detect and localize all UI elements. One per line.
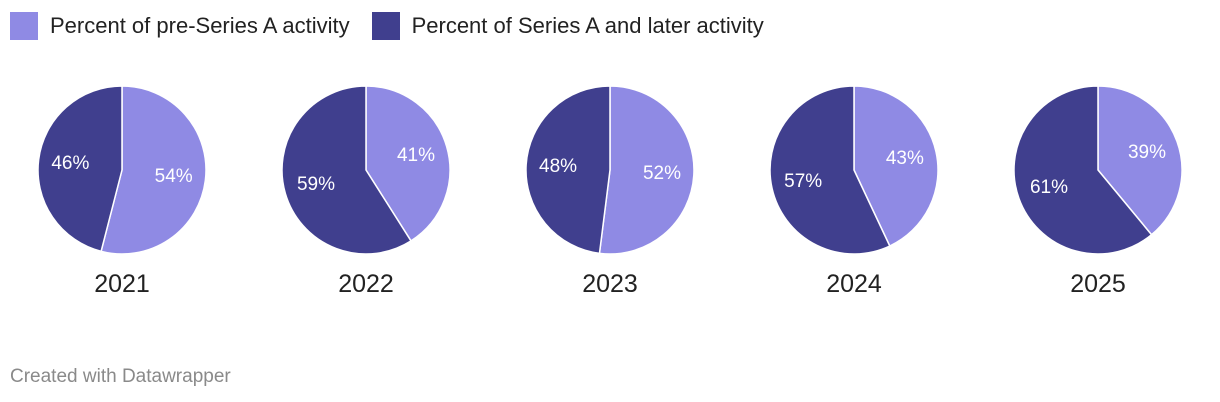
- slice-label-2024-pre-series-a: 43%: [886, 148, 924, 169]
- slice-label-2023-pre-series-a: 52%: [643, 163, 681, 184]
- legend-item-series-a-later[interactable]: Percent of Series A and later activity: [371, 12, 764, 40]
- pie-slice-2025-series-a-later[interactable]: [1013, 85, 1153, 255]
- legend-label-pre-series-a: Percent of pre-Series A activity: [50, 13, 350, 38]
- pie-2022: 41% 59% 2022: [281, 85, 451, 298]
- legend-label-series-a-later: Percent of Series A and later activity: [411, 13, 764, 38]
- slice-label-2025-series-a-later: 61%: [1030, 177, 1068, 198]
- pie-slice-2023-series-a-later[interactable]: [525, 85, 611, 255]
- pie-slice-2021-pre-series-a[interactable]: [100, 85, 207, 255]
- legend-item-pre-series-a[interactable]: Percent of pre-Series A activity: [10, 12, 350, 40]
- slice-label-2023-series-a-later: 48%: [539, 156, 577, 177]
- year-label-2022: 2022: [338, 270, 394, 298]
- datawrapper-credit: Created with Datawrapper: [10, 366, 231, 387]
- pie-charts: 54% 46% 2021 41% 59% 2022 52% 48% 2023 43% 57% 2024…: [37, 85, 1183, 298]
- year-label-2023: 2023: [582, 270, 638, 298]
- pie-slice-2022-series-a-later[interactable]: [281, 85, 412, 255]
- legend-swatch-series-a-later: [371, 12, 400, 40]
- slice-label-2024-series-a-later: 57%: [784, 171, 822, 192]
- year-label-2021: 2021: [94, 270, 150, 298]
- legend: Percent of pre-Series A activity Percent…: [10, 12, 764, 40]
- pie-2024: 43% 57% 2024: [769, 85, 939, 298]
- slice-label-2022-pre-series-a: 41%: [397, 145, 435, 166]
- slice-label-2022-series-a-later: 59%: [297, 174, 335, 195]
- legend-swatch-pre-series-a: [10, 12, 38, 40]
- pie-2025: 39% 61% 2025: [1013, 85, 1183, 298]
- year-label-2024: 2024: [826, 270, 882, 298]
- pie-slice-2024-series-a-later[interactable]: [769, 85, 891, 255]
- pie-2023: 52% 48% 2023: [525, 85, 695, 298]
- slice-label-2025-pre-series-a: 39%: [1128, 142, 1166, 163]
- slice-label-2021-series-a-later: 46%: [51, 153, 89, 174]
- pie-slice-2021-series-a-later[interactable]: [37, 85, 123, 253]
- pie-slice-2025-pre-series-a[interactable]: [1097, 85, 1183, 236]
- pie-slice-2023-pre-series-a[interactable]: [598, 85, 695, 255]
- year-label-2025: 2025: [1070, 270, 1126, 298]
- pie-slice-2024-pre-series-a[interactable]: [853, 85, 939, 247]
- slice-label-2021-pre-series-a: 54%: [155, 166, 193, 187]
- pie-2021: 54% 46% 2021: [37, 85, 207, 298]
